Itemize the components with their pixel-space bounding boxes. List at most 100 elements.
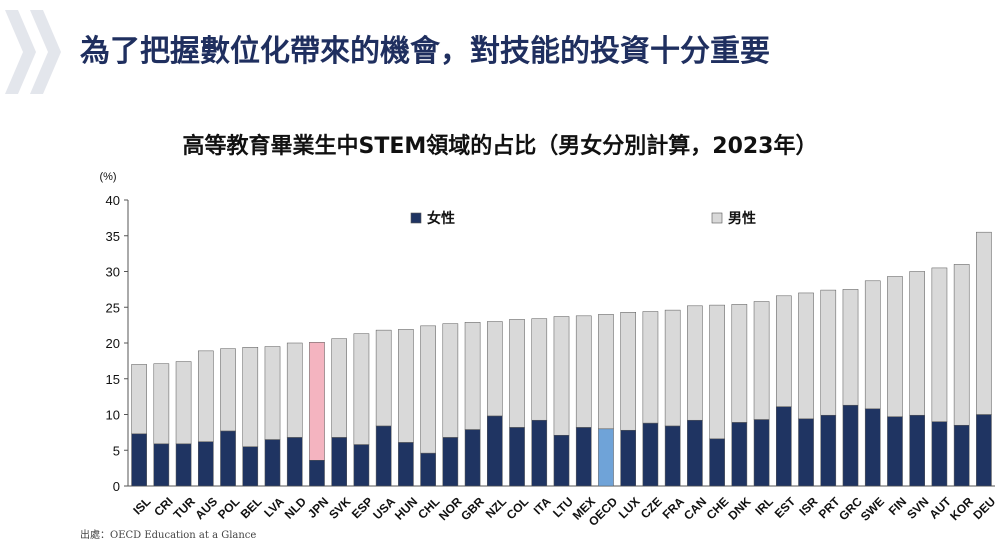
bar-male-mex bbox=[575, 315, 592, 428]
bar-female-irl bbox=[753, 419, 770, 487]
bar-male-isl bbox=[131, 364, 147, 435]
bar-female-isr bbox=[798, 418, 814, 487]
bar-female-pol bbox=[220, 430, 236, 487]
legend-label-male: 男性 bbox=[728, 210, 756, 227]
bar-female-aut bbox=[931, 421, 948, 487]
x-tick-label-nzl: NZL bbox=[483, 494, 509, 520]
x-tick-label-est: EST bbox=[772, 494, 799, 521]
bar-male-lux bbox=[620, 312, 637, 431]
bar-male-bel bbox=[242, 347, 259, 447]
bar-male-gbr bbox=[464, 322, 481, 430]
bar-male-ita bbox=[531, 318, 548, 421]
x-tick-label-nld: NLD bbox=[282, 494, 310, 522]
bar-female-chl bbox=[420, 452, 436, 487]
bar-female-dnk bbox=[731, 422, 748, 487]
x-tick-label-aut: AUT bbox=[926, 494, 954, 522]
bar-male-prt bbox=[820, 289, 837, 416]
bar-male-nor bbox=[442, 323, 459, 438]
bar-male-aut bbox=[931, 267, 948, 422]
source-note: 出處：OECD Education at a Glance bbox=[80, 526, 256, 541]
bar-female-prt bbox=[820, 414, 837, 487]
x-tick-label-deu: DEU bbox=[970, 494, 998, 522]
chart-title: 高等教育畢業生中STEM領域的占比（男女分別計算，2023年） bbox=[182, 134, 818, 159]
bar-male-usa bbox=[375, 329, 392, 427]
bar-female-oecd bbox=[598, 428, 614, 487]
bar-female-nzl bbox=[486, 415, 503, 487]
x-tick-label-tur: TUR bbox=[171, 494, 199, 522]
bar-female-bel bbox=[242, 446, 259, 487]
bar-male-tur bbox=[175, 361, 192, 445]
bar-female-nor bbox=[442, 437, 459, 487]
bar-female-che bbox=[709, 438, 725, 487]
x-tick-label-swe: SWE bbox=[858, 494, 887, 523]
bar-male-isr bbox=[798, 292, 814, 420]
bar-female-jpn bbox=[309, 460, 325, 487]
y-tick-label: 0 bbox=[113, 479, 120, 494]
bar-female-svk bbox=[331, 437, 348, 487]
bar-female-esp bbox=[353, 444, 370, 487]
bar-male-dnk bbox=[731, 304, 748, 423]
bar-male-cze bbox=[642, 311, 659, 424]
x-tick-label-svn: SVN bbox=[904, 494, 931, 521]
bar-female-swe bbox=[864, 408, 881, 487]
bar-female-ita bbox=[531, 419, 548, 487]
bar-female-lux bbox=[620, 429, 637, 487]
bar-male-jpn bbox=[309, 342, 325, 461]
x-tick-label-cze: CZE bbox=[638, 494, 665, 521]
bar-female-deu bbox=[976, 414, 992, 487]
x-tick-label-esp: ESP bbox=[349, 494, 376, 521]
bar-male-lva bbox=[264, 346, 281, 440]
x-tick-label-isl: ISL bbox=[130, 494, 153, 517]
bar-male-svk bbox=[331, 338, 348, 438]
bar-female-grc bbox=[842, 404, 859, 487]
y-tick-label: 25 bbox=[106, 300, 120, 315]
bar-female-svn bbox=[909, 414, 926, 487]
bar-female-aus bbox=[197, 441, 214, 487]
bar-male-chl bbox=[420, 325, 436, 454]
x-tick-label-gbr: GBR bbox=[458, 494, 487, 523]
bar-female-cri bbox=[153, 443, 170, 487]
bar-female-can bbox=[687, 419, 703, 487]
x-tick-label-jpn: JPN bbox=[305, 494, 331, 520]
bar-female-ltu bbox=[553, 434, 570, 487]
bar-female-mex bbox=[575, 427, 592, 487]
bar-male-nld bbox=[286, 342, 303, 438]
x-tick-label-aus: AUS bbox=[192, 494, 220, 522]
x-tick-label-kor: KOR bbox=[947, 494, 976, 523]
x-tick-label-hun: HUN bbox=[392, 494, 420, 522]
source-text: OECD Education at a Glance bbox=[110, 530, 257, 541]
bar-male-deu bbox=[976, 231, 992, 415]
bar-female-usa bbox=[375, 425, 392, 487]
x-tick-label-grc: GRC bbox=[836, 494, 865, 523]
x-tick-label-usa: USA bbox=[370, 494, 398, 522]
y-axis-unit-label: (%) bbox=[99, 171, 116, 183]
x-tick-label-pol: POL bbox=[215, 494, 242, 521]
bar-female-fra bbox=[664, 425, 681, 487]
bar-male-pol bbox=[220, 348, 236, 432]
y-tick-label: 30 bbox=[106, 265, 120, 280]
y-tick-label: 35 bbox=[106, 229, 120, 244]
x-tick-label-nor: NOR bbox=[436, 494, 465, 523]
x-tick-label-can: CAN bbox=[681, 494, 709, 522]
bar-female-cze bbox=[642, 422, 659, 487]
y-tick-label: 15 bbox=[106, 372, 120, 387]
bar-female-kor bbox=[953, 424, 970, 487]
bar-male-irl bbox=[753, 301, 770, 420]
x-tick-label-ita: ITA bbox=[531, 494, 554, 517]
y-tick-label: 5 bbox=[113, 443, 120, 458]
x-tick-label-bel: BEL bbox=[238, 494, 265, 521]
bar-female-fin bbox=[887, 416, 903, 487]
x-tick-label-col: COL bbox=[504, 494, 532, 522]
slide-title: 為了把握數位化帶來的機會，對技能的投資十分重要 bbox=[80, 34, 770, 69]
bar-male-che bbox=[709, 304, 725, 440]
bar-female-gbr bbox=[464, 429, 481, 487]
bar-male-esp bbox=[353, 333, 370, 445]
x-tick-label-che: CHE bbox=[704, 494, 732, 522]
bar-male-hun bbox=[398, 329, 414, 443]
x-tick-label-chl: CHL bbox=[415, 494, 442, 521]
y-tick-label: 20 bbox=[106, 336, 120, 351]
bar-female-isl bbox=[131, 433, 147, 487]
x-tick-label-lva: LVA bbox=[261, 494, 287, 520]
legend-swatch-male bbox=[711, 212, 723, 224]
